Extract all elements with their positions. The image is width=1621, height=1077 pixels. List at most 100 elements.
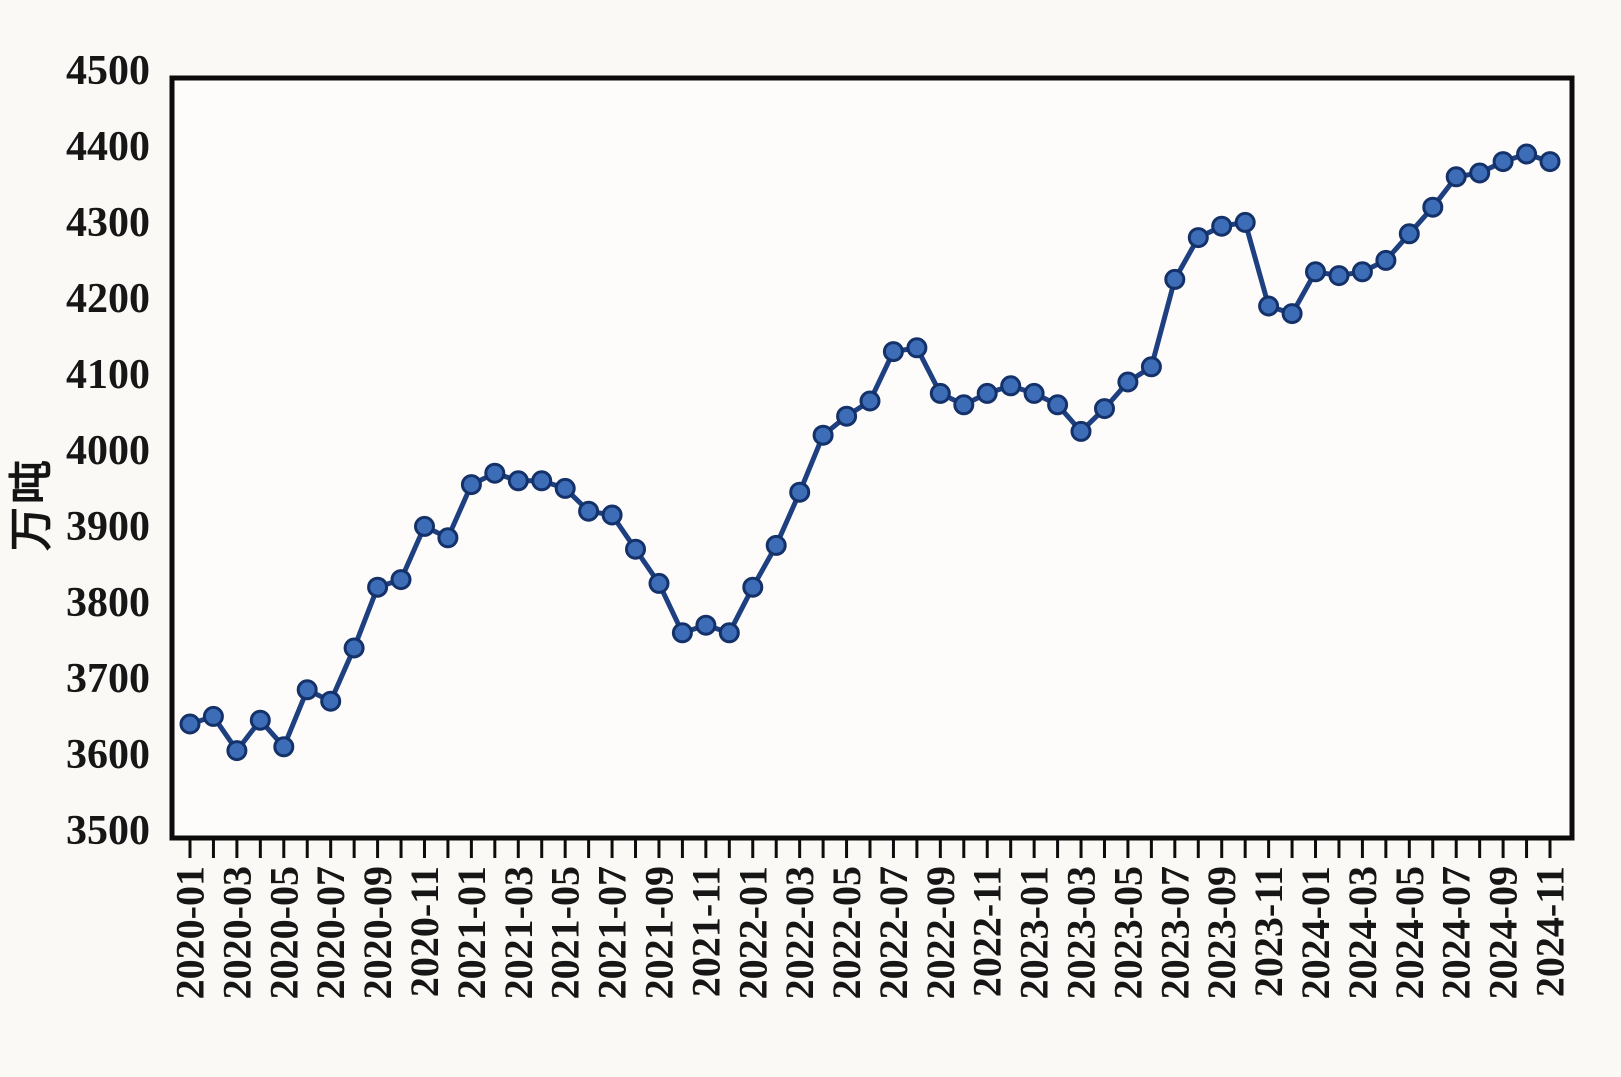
data-point-marker [320,690,342,712]
data-point-marker [202,705,224,727]
data-point-marker [507,470,529,492]
data-point-marker [1117,371,1139,393]
data-point-marker [648,572,670,594]
data-point-marker [1351,261,1373,283]
x-tick-label: 2020-05 [261,866,306,999]
data-point-marker [1187,227,1209,249]
data-point-marker [601,504,623,526]
data-point-marker [625,538,646,560]
x-tick-label: 2024-05 [1387,866,1432,999]
y-tick-label: 4100 [66,352,150,398]
data-point-marker [226,740,248,762]
x-tick-label: 2023-09 [1199,866,1244,999]
data-point-marker [953,394,975,416]
x-tick-label: 2021-07 [590,866,635,999]
data-point-marker [367,576,389,598]
y-axis-title: 万吨 [6,457,57,551]
data-point-marker [765,534,787,556]
x-tick-label: 2022-05 [824,866,869,999]
data-point-marker [1211,215,1233,237]
x-tick-label: 2022-03 [777,866,822,999]
y-tick-label: 3800 [66,580,150,626]
x-tick-label: 2020-07 [308,866,353,999]
x-tick-label: 2022-07 [871,866,916,999]
data-point-marker [929,382,951,404]
x-tick-label: 2024-07 [1434,866,1479,999]
data-point-marker [1070,420,1092,442]
data-point-marker [249,709,271,731]
x-tick-label: 2023-07 [1152,866,1197,999]
y-tick-label: 3500 [66,808,150,854]
data-point-marker [1140,356,1162,378]
x-tick-label: 2023-11 [1246,866,1291,997]
y-tick-label: 3700 [66,656,150,702]
data-point-marker [1023,382,1045,404]
x-tick-label: 2020-09 [355,866,400,999]
x-tick-label: 2024-03 [1340,866,1385,999]
data-point-marker [1398,223,1420,245]
x-tick-label: 2022-11 [965,866,1010,997]
x-tick-label: 2021-11 [683,866,728,997]
data-point-marker [859,390,881,412]
data-point-marker [812,424,834,446]
y-tick-label: 4300 [66,200,150,246]
x-tick-label: 2023-05 [1105,866,1150,999]
data-point-marker [1469,162,1491,184]
x-tick-label: 2020-01 [168,866,213,999]
data-point-marker [554,477,576,499]
data-point-marker [671,622,693,644]
y-tick-label: 4200 [66,276,150,322]
data-point-marker [695,614,717,636]
data-point-marker [484,462,506,484]
data-point-marker [437,527,459,549]
data-point-marker [460,474,482,496]
data-point-marker [414,515,435,537]
x-tick-label: 2024-11 [1528,866,1573,997]
data-point-marker [296,679,318,701]
y-tick-label: 3600 [66,732,150,778]
data-point-marker [976,382,998,404]
data-point-marker [531,470,553,492]
x-tick-label: 2024-09 [1481,866,1526,999]
x-tick-label: 2023-03 [1059,866,1104,999]
plot-border [169,75,1575,841]
data-point-marker [1328,265,1350,287]
data-point-marker [1164,268,1186,290]
x-tick-label: 2023-01 [1012,866,1057,999]
data-point-marker [343,637,365,659]
x-tick-label: 2022-01 [730,866,775,999]
data-point-marker [1516,143,1538,165]
data-point-marker [882,341,904,363]
data-point-marker [1281,303,1303,325]
x-tick-label: 2020-11 [402,866,447,997]
x-tick-label: 2024-01 [1293,866,1338,999]
x-tick-label: 2022-09 [918,866,963,999]
data-point-marker [179,713,201,735]
data-point-marker [742,576,764,598]
data-point-marker [1539,151,1561,173]
data-point-marker [1234,211,1256,233]
data-point-marker [1422,196,1444,218]
data-point-marker [1305,261,1326,283]
x-tick-label: 2021-01 [449,866,494,999]
data-point-marker [1445,166,1467,188]
y-tick-label: 4500 [66,48,150,94]
data-point-marker [1375,249,1397,271]
data-point-marker [578,500,600,522]
y-tick-label: 4000 [66,428,150,474]
x-tick-label: 2021-03 [496,866,541,999]
data-point-marker [718,622,740,644]
data-point-marker [1492,151,1514,173]
data-point-marker [1000,375,1022,397]
data-point-marker [789,481,811,503]
y-tick-label: 4400 [66,124,150,170]
x-tick-label: 2021-09 [636,866,681,999]
data-point-marker [1047,394,1069,416]
y-tick-label: 3900 [66,504,150,550]
data-point-marker [390,569,412,591]
x-tick-label: 2021-05 [543,866,588,999]
data-point-marker [836,405,858,427]
data-point-marker [1094,398,1115,420]
data-point-marker [273,736,295,758]
